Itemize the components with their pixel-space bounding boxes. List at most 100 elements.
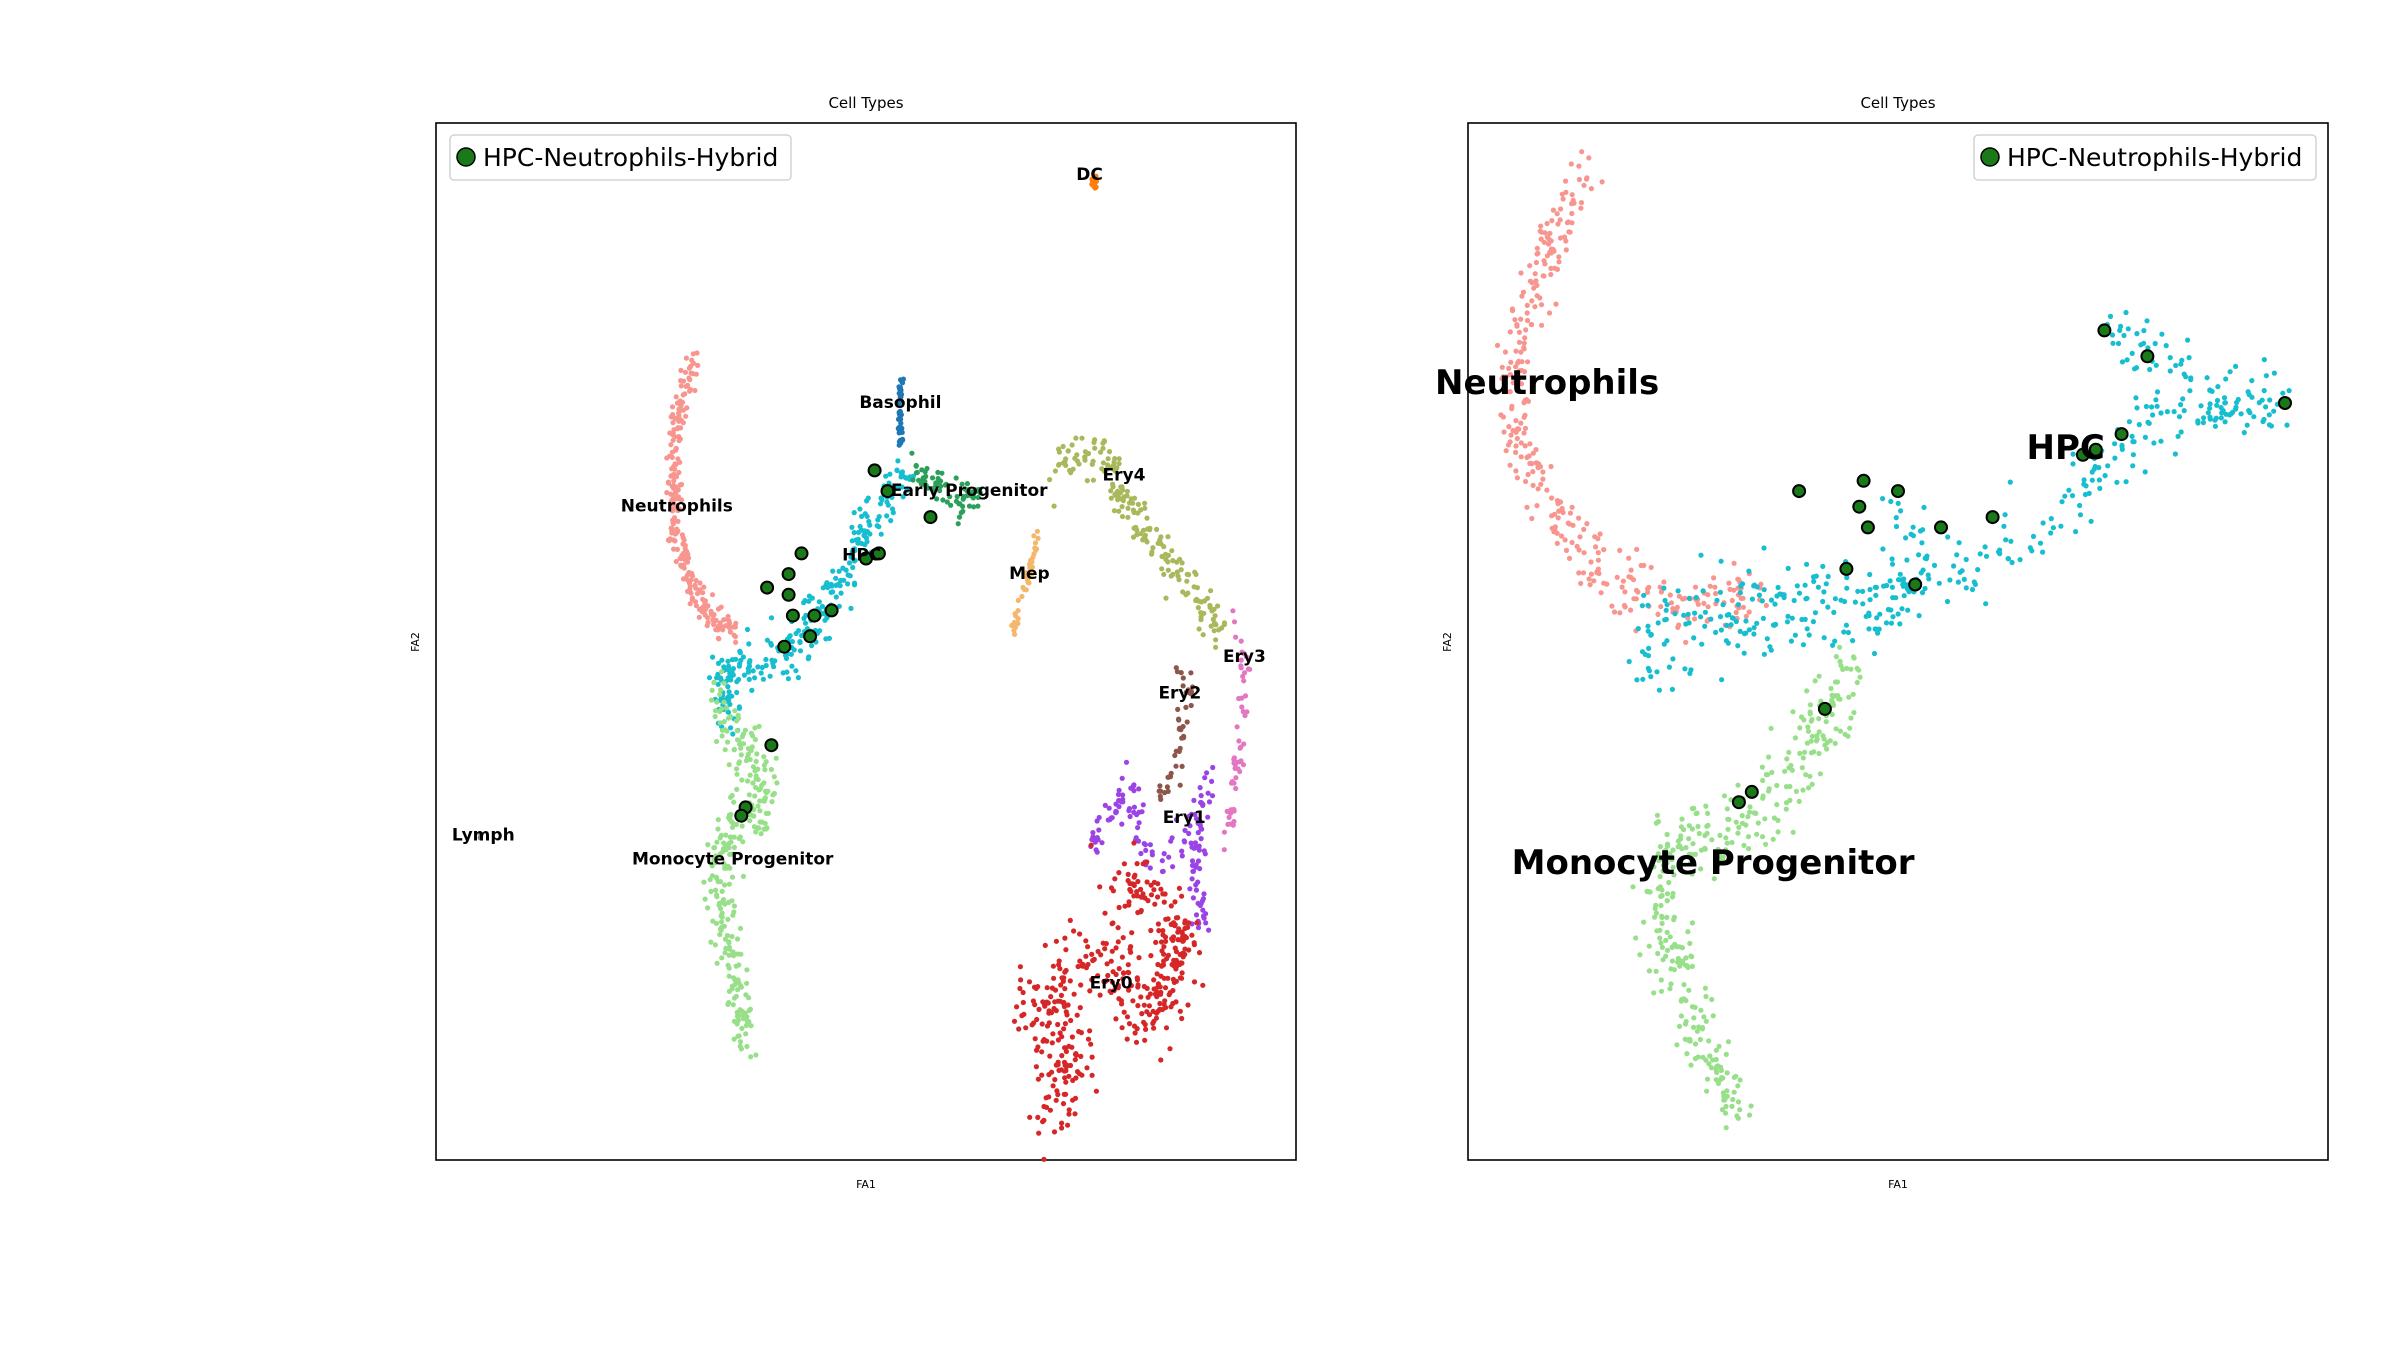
hybrid-point bbox=[734, 808, 749, 823]
cell-point bbox=[785, 676, 792, 682]
cell-point bbox=[1711, 876, 1717, 882]
cell-point bbox=[1242, 693, 1249, 699]
cell-point bbox=[1240, 673, 1246, 680]
cell-point bbox=[2183, 374, 2189, 380]
cell-point bbox=[694, 350, 700, 356]
cell-point bbox=[1026, 580, 1032, 586]
cell-point bbox=[822, 617, 828, 623]
cell-point bbox=[896, 401, 902, 407]
cell-point bbox=[1533, 259, 1539, 266]
plot-frame bbox=[435, 122, 1297, 1161]
cell-point bbox=[1151, 1018, 1157, 1024]
cell-point bbox=[943, 481, 949, 487]
cell-point bbox=[1578, 200, 1585, 206]
cell-point bbox=[2147, 366, 2153, 373]
cell-point bbox=[1154, 526, 1160, 533]
cell-point bbox=[712, 942, 719, 948]
cell-point bbox=[1544, 253, 1550, 259]
cell-point bbox=[1719, 1107, 1725, 1113]
cell-point bbox=[1226, 814, 1232, 821]
cell-point bbox=[1157, 537, 1163, 543]
cell-point bbox=[1724, 840, 1730, 846]
cell-point bbox=[748, 1054, 754, 1060]
cell-point bbox=[1179, 970, 1185, 976]
cell-point bbox=[850, 564, 856, 571]
hybrid-point bbox=[781, 587, 796, 602]
cell-point bbox=[1576, 176, 1582, 183]
cell-point bbox=[1663, 937, 1669, 944]
cell-point bbox=[1126, 1021, 1133, 1027]
cell-point bbox=[1724, 1070, 1730, 1076]
cell-point bbox=[1635, 589, 1641, 595]
cell-point bbox=[2081, 477, 2087, 483]
cell-point bbox=[2173, 362, 2179, 369]
cell-point bbox=[1576, 547, 1582, 553]
cell-point bbox=[1671, 914, 1677, 920]
cell-point bbox=[1047, 1107, 1053, 1113]
cell-point bbox=[2133, 395, 2139, 401]
cell-point bbox=[1241, 678, 1247, 684]
cell-point bbox=[1800, 755, 1806, 761]
cell-point bbox=[1695, 1054, 1701, 1060]
cell-point bbox=[2109, 332, 2116, 338]
cell-point bbox=[2123, 309, 2129, 316]
cell-point bbox=[1161, 899, 1167, 905]
cell-point bbox=[1163, 938, 1169, 945]
cell-point bbox=[1138, 531, 1144, 537]
cell-point bbox=[1522, 425, 1529, 431]
cell-point bbox=[724, 728, 730, 734]
cell-point bbox=[715, 635, 722, 641]
cell-point bbox=[677, 459, 683, 465]
cell-point bbox=[1593, 544, 1599, 550]
cell-point bbox=[1089, 837, 1095, 843]
cell-point bbox=[797, 648, 804, 654]
hybrid-point bbox=[1856, 473, 1871, 488]
cell-point bbox=[749, 687, 755, 694]
cell-point bbox=[898, 420, 904, 426]
cell-point bbox=[719, 910, 725, 916]
cell-point bbox=[1187, 823, 1193, 829]
cell-point bbox=[1825, 604, 1831, 610]
cell-point bbox=[1237, 745, 1243, 751]
cell-point bbox=[1578, 580, 1584, 587]
cell-point bbox=[1031, 533, 1037, 539]
cell-point bbox=[1676, 1023, 1683, 1029]
cell-point bbox=[1158, 796, 1164, 803]
cell-point bbox=[721, 699, 727, 705]
cell-point bbox=[1693, 810, 1699, 817]
cell-point bbox=[884, 513, 890, 519]
cell-point bbox=[1162, 985, 1169, 991]
cell-point bbox=[1132, 872, 1138, 878]
cell-point bbox=[670, 519, 676, 525]
cell-point bbox=[1587, 582, 1593, 588]
cell-point bbox=[1890, 614, 1896, 620]
cell-point bbox=[1134, 893, 1140, 899]
cell-point bbox=[1194, 585, 1200, 591]
cell-point bbox=[1127, 886, 1133, 893]
cell-point bbox=[763, 662, 769, 669]
cell-point bbox=[697, 580, 703, 586]
cell-point bbox=[1811, 578, 1817, 585]
cell-point bbox=[1019, 593, 1025, 600]
cell-point bbox=[2048, 530, 2054, 536]
cell-point bbox=[1191, 942, 1197, 948]
cell-point bbox=[1089, 951, 1095, 957]
cell-point bbox=[1187, 886, 1193, 892]
cell-point bbox=[1149, 849, 1155, 855]
cell-point bbox=[1052, 1077, 1058, 1083]
cell-point bbox=[762, 795, 769, 801]
cell-point bbox=[1746, 609, 1752, 615]
cell-point bbox=[2110, 340, 2116, 346]
cell-point bbox=[1195, 820, 1201, 826]
cell-point bbox=[1054, 1088, 1060, 1094]
cell-point bbox=[1723, 1051, 1729, 1057]
cell-point bbox=[725, 658, 731, 664]
cell-point bbox=[1148, 953, 1154, 959]
cell-point bbox=[1048, 994, 1054, 1000]
cell-point bbox=[727, 834, 733, 840]
cell-point bbox=[1061, 1068, 1067, 1074]
hybrid-point bbox=[824, 603, 839, 618]
cell-point bbox=[2088, 518, 2094, 524]
cell-point bbox=[1060, 978, 1066, 984]
cell-point bbox=[1539, 322, 1545, 328]
